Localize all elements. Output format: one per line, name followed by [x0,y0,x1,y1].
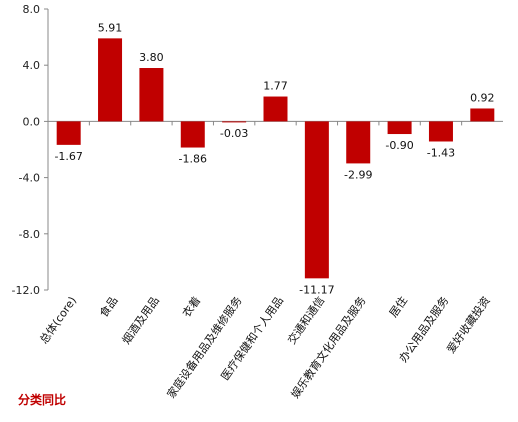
data-label: -0.90 [385,139,413,152]
data-label: -1.86 [179,153,207,166]
y-tick-label: 4.0 [23,59,41,72]
bar [470,108,495,122]
data-label: 1.77 [263,80,288,93]
x-tick-label: 总体(core) [36,294,79,347]
x-tick-label: 娱乐教育文化用品及服务 [288,294,369,401]
legend-label: 分类同比 [18,392,66,407]
data-label: 3.80 [139,51,164,64]
y-tick-label: -4.0 [19,172,40,185]
y-tick-label: -8.0 [19,228,40,241]
x-tick-label: 家庭设备用品及维修服务 [164,294,245,401]
x-tick-label: 烟酒及用品 [119,294,162,347]
bar [56,121,81,145]
data-label: -1.43 [427,146,455,159]
x-tick-label: 交通和通信 [284,294,327,347]
x-tick-label: 衣着 [179,294,203,320]
bar [428,121,453,142]
bar [387,121,412,135]
bar [180,121,205,148]
x-tick-label: 居住 [386,294,410,320]
data-label: -11.17 [299,283,334,296]
bar [139,68,164,122]
value-labels-group: -1.67 5.91 3.80 -1.86 -0.03 1.77 -11.17 -2.99 -0… [54,21,494,296]
data-label: 5.91 [98,21,123,34]
x-tick-label: 爱好收藏投资 [443,294,492,356]
data-label: -0.03 [220,127,248,140]
x-tick-label: 食品 [96,294,120,320]
bars-group [47,38,495,279]
data-label: -2.99 [344,168,372,181]
y-tick-label: 0.0 [23,115,41,128]
bar [222,121,247,123]
bar [304,121,329,279]
data-label: -1.67 [54,150,82,163]
y-tick-label: 8.0 [23,3,41,16]
bar [98,38,123,122]
y-tick-label: -12.0 [12,284,40,297]
bar [346,121,371,164]
data-label: 0.92 [470,91,495,104]
bar [263,96,288,122]
